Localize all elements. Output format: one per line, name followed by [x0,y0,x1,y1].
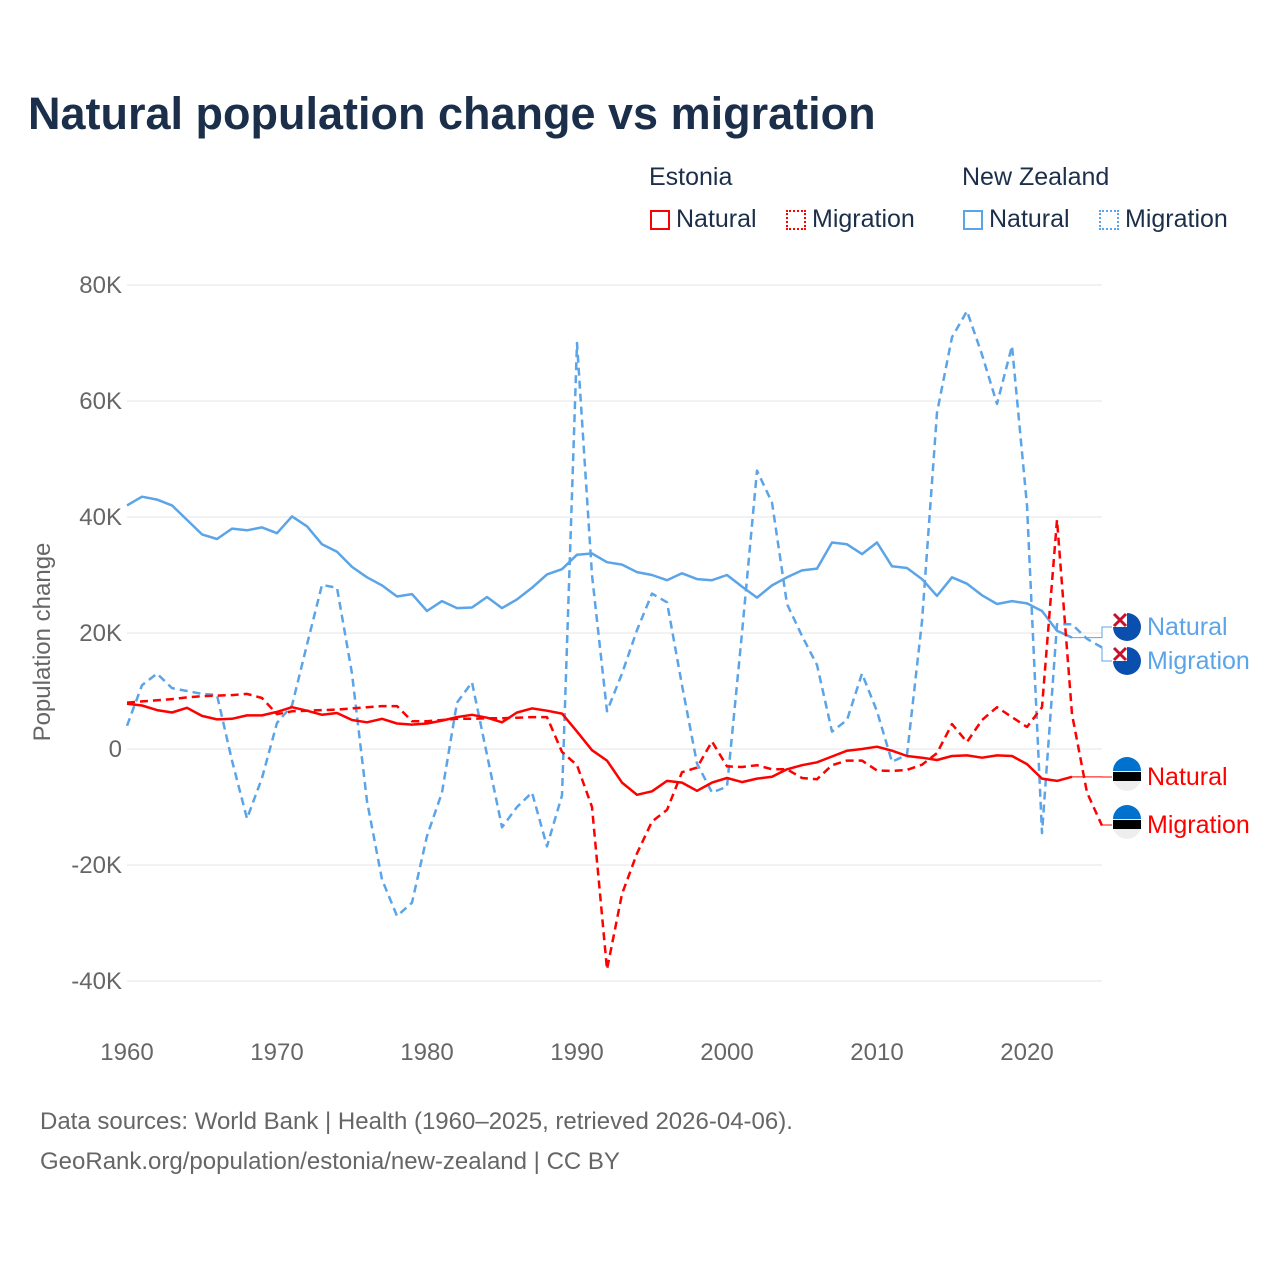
x-tick-label: 1970 [250,1039,303,1066]
solid-swatch-icon [650,209,670,230]
x-tick-label: 2000 [700,1039,753,1066]
legend-label: Natural [989,205,1070,233]
label-connector [1101,647,1112,662]
y-tick-label: 60K [79,388,122,415]
footer-link[interactable]: GeoRank.org/population/estonia/new-zeala… [40,1148,620,1175]
series-line-new-zealand-migration [125,309,1103,918]
y-axis-label: Population change [29,543,56,742]
dotted-swatch-icon [1099,209,1119,230]
y-tick-label: 20K [79,620,122,647]
x-tick-label: 1990 [550,1039,603,1066]
y-tick-label: -40K [71,968,122,995]
flag-blue-band [1113,757,1141,771]
flag-cross [1112,646,1128,662]
y-tick-label: 80K [79,272,122,299]
chart-title: Natural population change vs migration [28,88,876,139]
label-connector [1101,824,1112,826]
y-tick-label: 40K [79,504,122,531]
flag-blue-band [1113,805,1141,819]
flag-black-band [1113,820,1141,829]
legend-estonia-natural[interactable]: Natural [650,205,757,234]
legend-label: Migration [812,205,915,233]
x-tick-label: 1980 [400,1039,453,1066]
flag-black-band [1113,772,1141,781]
series-line-estonia-migration [126,518,1104,971]
label-connector [1072,626,1112,639]
y-tick-label: 0 [109,736,122,763]
legend-label: Natural [676,205,757,233]
legend-label: Migration [1125,205,1228,233]
y-tick-label: -20K [71,852,122,879]
legend-estonia-migration[interactable]: Migration [786,205,915,234]
x-tick-label: 2020 [1000,1039,1053,1066]
series-end-label: Natural [1147,763,1228,791]
legend-group-new-zealand: New Zealand [962,163,1110,191]
legend-nz-migration[interactable]: Migration [1099,205,1228,234]
series-end-label: Migration [1147,811,1250,839]
footer-sources: Data sources: World Bank | Health (1960–… [40,1108,793,1135]
series-end-label: Natural [1147,613,1228,641]
legend-group-estonia: Estonia [649,163,733,191]
x-tick-label: 1960 [100,1039,153,1066]
series-line-new-zealand-natural [126,495,1073,639]
dotted-swatch-icon [786,209,806,230]
series-end-label: Migration [1147,647,1250,675]
series-line-estonia-natural [126,702,1073,797]
solid-swatch-icon [963,209,983,230]
legend-nz-natural[interactable]: Natural [963,205,1070,234]
x-tick-label: 2010 [850,1039,903,1066]
flag-cross [1112,612,1128,628]
